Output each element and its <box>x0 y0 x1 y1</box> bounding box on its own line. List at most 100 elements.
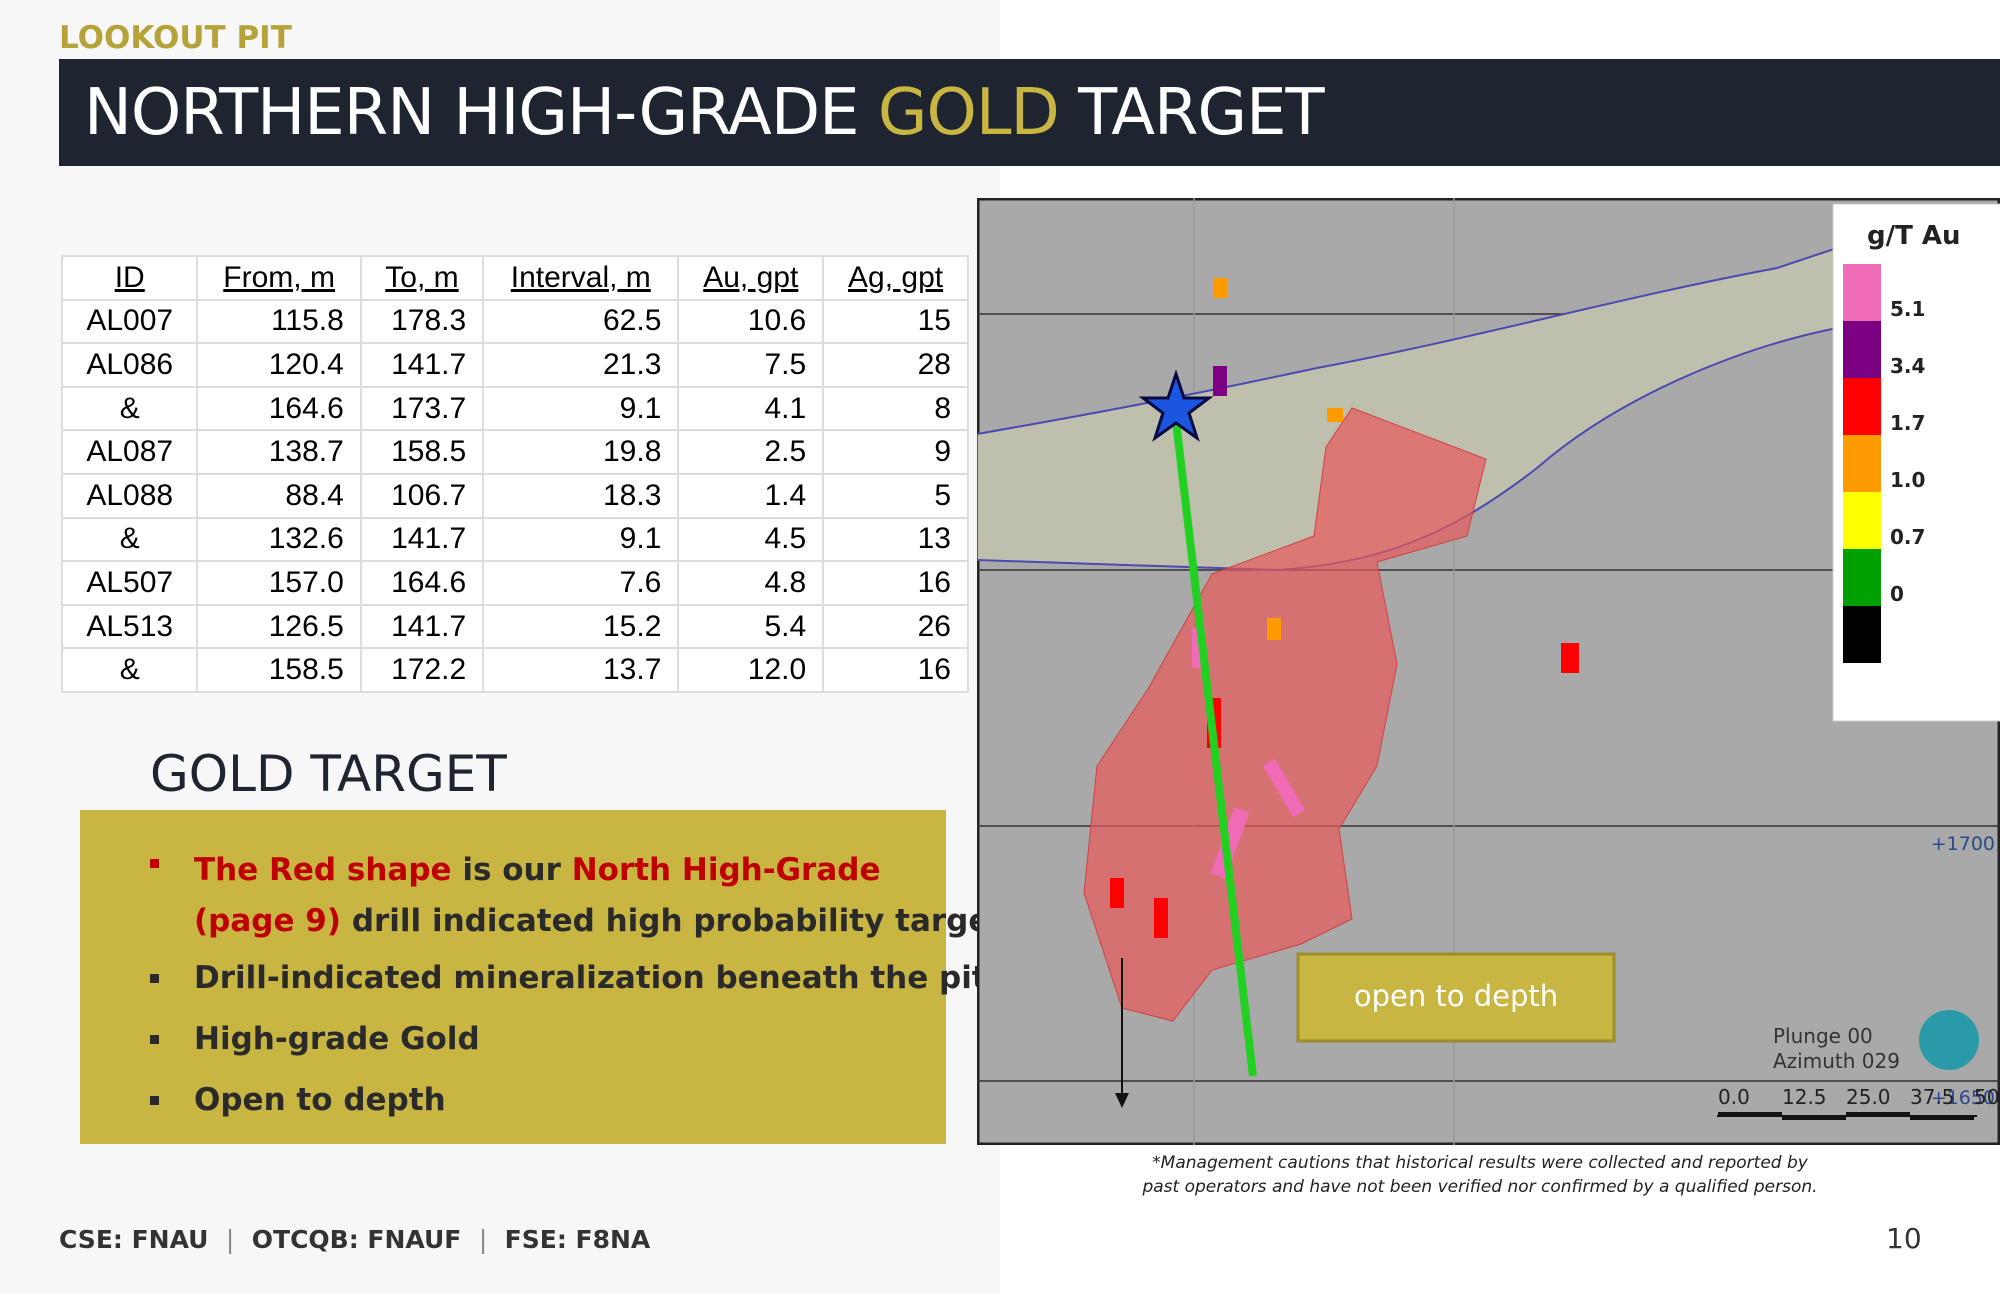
table-cell: 158.5 <box>359 429 485 475</box>
intercept <box>1327 408 1343 422</box>
table-cell: 5 <box>822 472 969 519</box>
table-row: AL507 157.0 164.6 7.6 4.8 16 <box>60 560 969 606</box>
plunge: Plunge 00 <box>1773 1024 1873 1048</box>
intercept <box>1262 758 1306 818</box>
legend-swatch <box>1843 321 1881 378</box>
table-cell: 9.1 <box>482 516 680 563</box>
scale-label: 25.0 <box>1846 1085 1891 1109</box>
table-cell: 9 <box>822 429 969 475</box>
table-cell: 7.6 <box>482 560 680 606</box>
scale-label: 50.0 <box>1974 1085 2000 1109</box>
page-number: 10 <box>1886 1222 1922 1255</box>
table-cell: 164.6 <box>196 385 362 432</box>
bullet: The Red shape is our North High-Grade (pa… <box>150 845 1004 947</box>
table-cell: 13.7 <box>482 647 680 693</box>
table-cell: 16 <box>822 560 969 606</box>
title-part: TARGET <box>1058 76 1324 150</box>
bullet: Drill-indicated mineralization beneath t… <box>150 960 987 996</box>
table-row: AL513 126.5 141.7 15.2 5.4 26 <box>60 603 969 650</box>
table-cell: & <box>60 385 199 432</box>
intercept <box>1210 807 1250 879</box>
legend-swatch <box>1843 264 1881 321</box>
scale-segment <box>1782 1116 1846 1120</box>
depth-arrow-head <box>1115 1093 1129 1108</box>
table-cell: 173.7 <box>359 385 485 432</box>
table-cell: AL086 <box>60 342 199 388</box>
bullet-text: is our <box>451 852 572 888</box>
legend-swatch <box>1843 549 1881 606</box>
legend-label: 0 <box>1890 582 1904 606</box>
table-cell: & <box>60 647 199 693</box>
table-row: AL087 138.7 158.5 19.8 2.5 9 <box>60 429 969 475</box>
table-cell: 12.0 <box>677 647 825 693</box>
bullet-marker <box>150 1035 159 1044</box>
table-cell: 28 <box>822 342 969 388</box>
column-header: Interval, m <box>482 255 680 301</box>
intercept <box>1561 643 1579 673</box>
table-cell: 1.4 <box>677 472 825 519</box>
footnote: *Management cautions that historical res… <box>1080 1151 1880 1199</box>
table-cell: AL007 <box>60 298 199 345</box>
bullet-text: Open to depth <box>194 1082 446 1118</box>
table-cell: 21.3 <box>482 342 680 388</box>
target-shape <box>1083 407 1487 1022</box>
table-cell: 120.4 <box>196 342 362 388</box>
section-map: g/T Au 5.1 3.4 1.7 1.0 0.7 0 +1700 +1650 open… <box>977 198 2000 1145</box>
table-cell: 26 <box>822 603 969 650</box>
bullet-marker <box>150 1096 159 1105</box>
table-cell: AL088 <box>60 472 199 519</box>
scale-segment <box>1910 1116 1974 1120</box>
section-heading: GOLD TARGET <box>150 745 507 803</box>
footer: CSE: FNAU | OTCQB: FNAUF | FSE: F8NA <box>59 1225 650 1254</box>
column-header: From, m <box>196 255 362 301</box>
table-cell: AL513 <box>60 603 199 650</box>
intercept <box>1213 278 1227 298</box>
callout: open to depth <box>1354 979 1558 1013</box>
intercept <box>1154 898 1168 938</box>
azimuth: Azimuth 029 <box>1773 1049 1900 1073</box>
drill-table: ID From, m To, m Interval, m Au, gpt Ag, gpt A… <box>60 255 969 693</box>
table-cell: AL087 <box>60 429 199 475</box>
footnote-line: past operators and have not been verifie… <box>1142 1177 1818 1197</box>
table-cell: 157.0 <box>196 560 362 606</box>
collar-star <box>1138 369 1214 442</box>
table-cell: 172.2 <box>359 647 485 693</box>
scale-label: 37.5 <box>1910 1085 1955 1109</box>
table-cell: & <box>60 516 199 563</box>
bullet-marker <box>150 974 159 983</box>
legend-swatch <box>1843 378 1881 435</box>
table-cell: 9.1 <box>482 385 680 432</box>
table-cell: 158.5 <box>196 647 362 693</box>
legend-scale: 5.1 3.4 1.7 1.0 0.7 0 <box>1843 264 1925 663</box>
header-row: ID From, m To, m Interval, m Au, gpt Ag, gpt <box>60 255 969 301</box>
legend-label: 1.7 <box>1890 411 1925 435</box>
table-cell: 4.5 <box>677 516 825 563</box>
legend-swatch <box>1843 435 1881 492</box>
legend-label: 1.0 <box>1890 468 1925 492</box>
table-cell: 141.7 <box>359 603 485 650</box>
intercept <box>1110 878 1124 908</box>
table-cell: 178.3 <box>359 298 485 345</box>
bullet-text: High-grade Gold <box>194 1021 480 1057</box>
bullet-text: Drill-indicated mineralization beneath t… <box>194 960 987 996</box>
table-cell: 141.7 <box>359 516 485 563</box>
column-header: Ag, gpt <box>822 255 969 301</box>
table-cell: 164.6 <box>359 560 485 606</box>
bullet-box: The Red shape is our North High-Grade (pa… <box>80 810 1004 1144</box>
legend-swatch <box>1843 492 1881 549</box>
table-cell: 5.4 <box>677 603 825 650</box>
ticker: FSE: F8NA <box>504 1225 651 1254</box>
table-cell: 10.6 <box>677 298 825 345</box>
table-cell: 132.6 <box>196 516 362 563</box>
drill-trace <box>1172 420 1257 1077</box>
legend-label: 3.4 <box>1890 354 1925 378</box>
bullet: High-grade Gold <box>150 1021 480 1057</box>
table-row: AL088 88.4 106.7 18.3 1.4 5 <box>60 472 969 519</box>
scale-segment <box>1846 1112 1910 1116</box>
legend-swatch <box>1843 606 1881 663</box>
table-cell: AL507 <box>60 560 199 606</box>
table-row: AL086 120.4 141.7 21.3 7.5 28 <box>60 342 969 388</box>
intercept <box>1213 366 1227 396</box>
